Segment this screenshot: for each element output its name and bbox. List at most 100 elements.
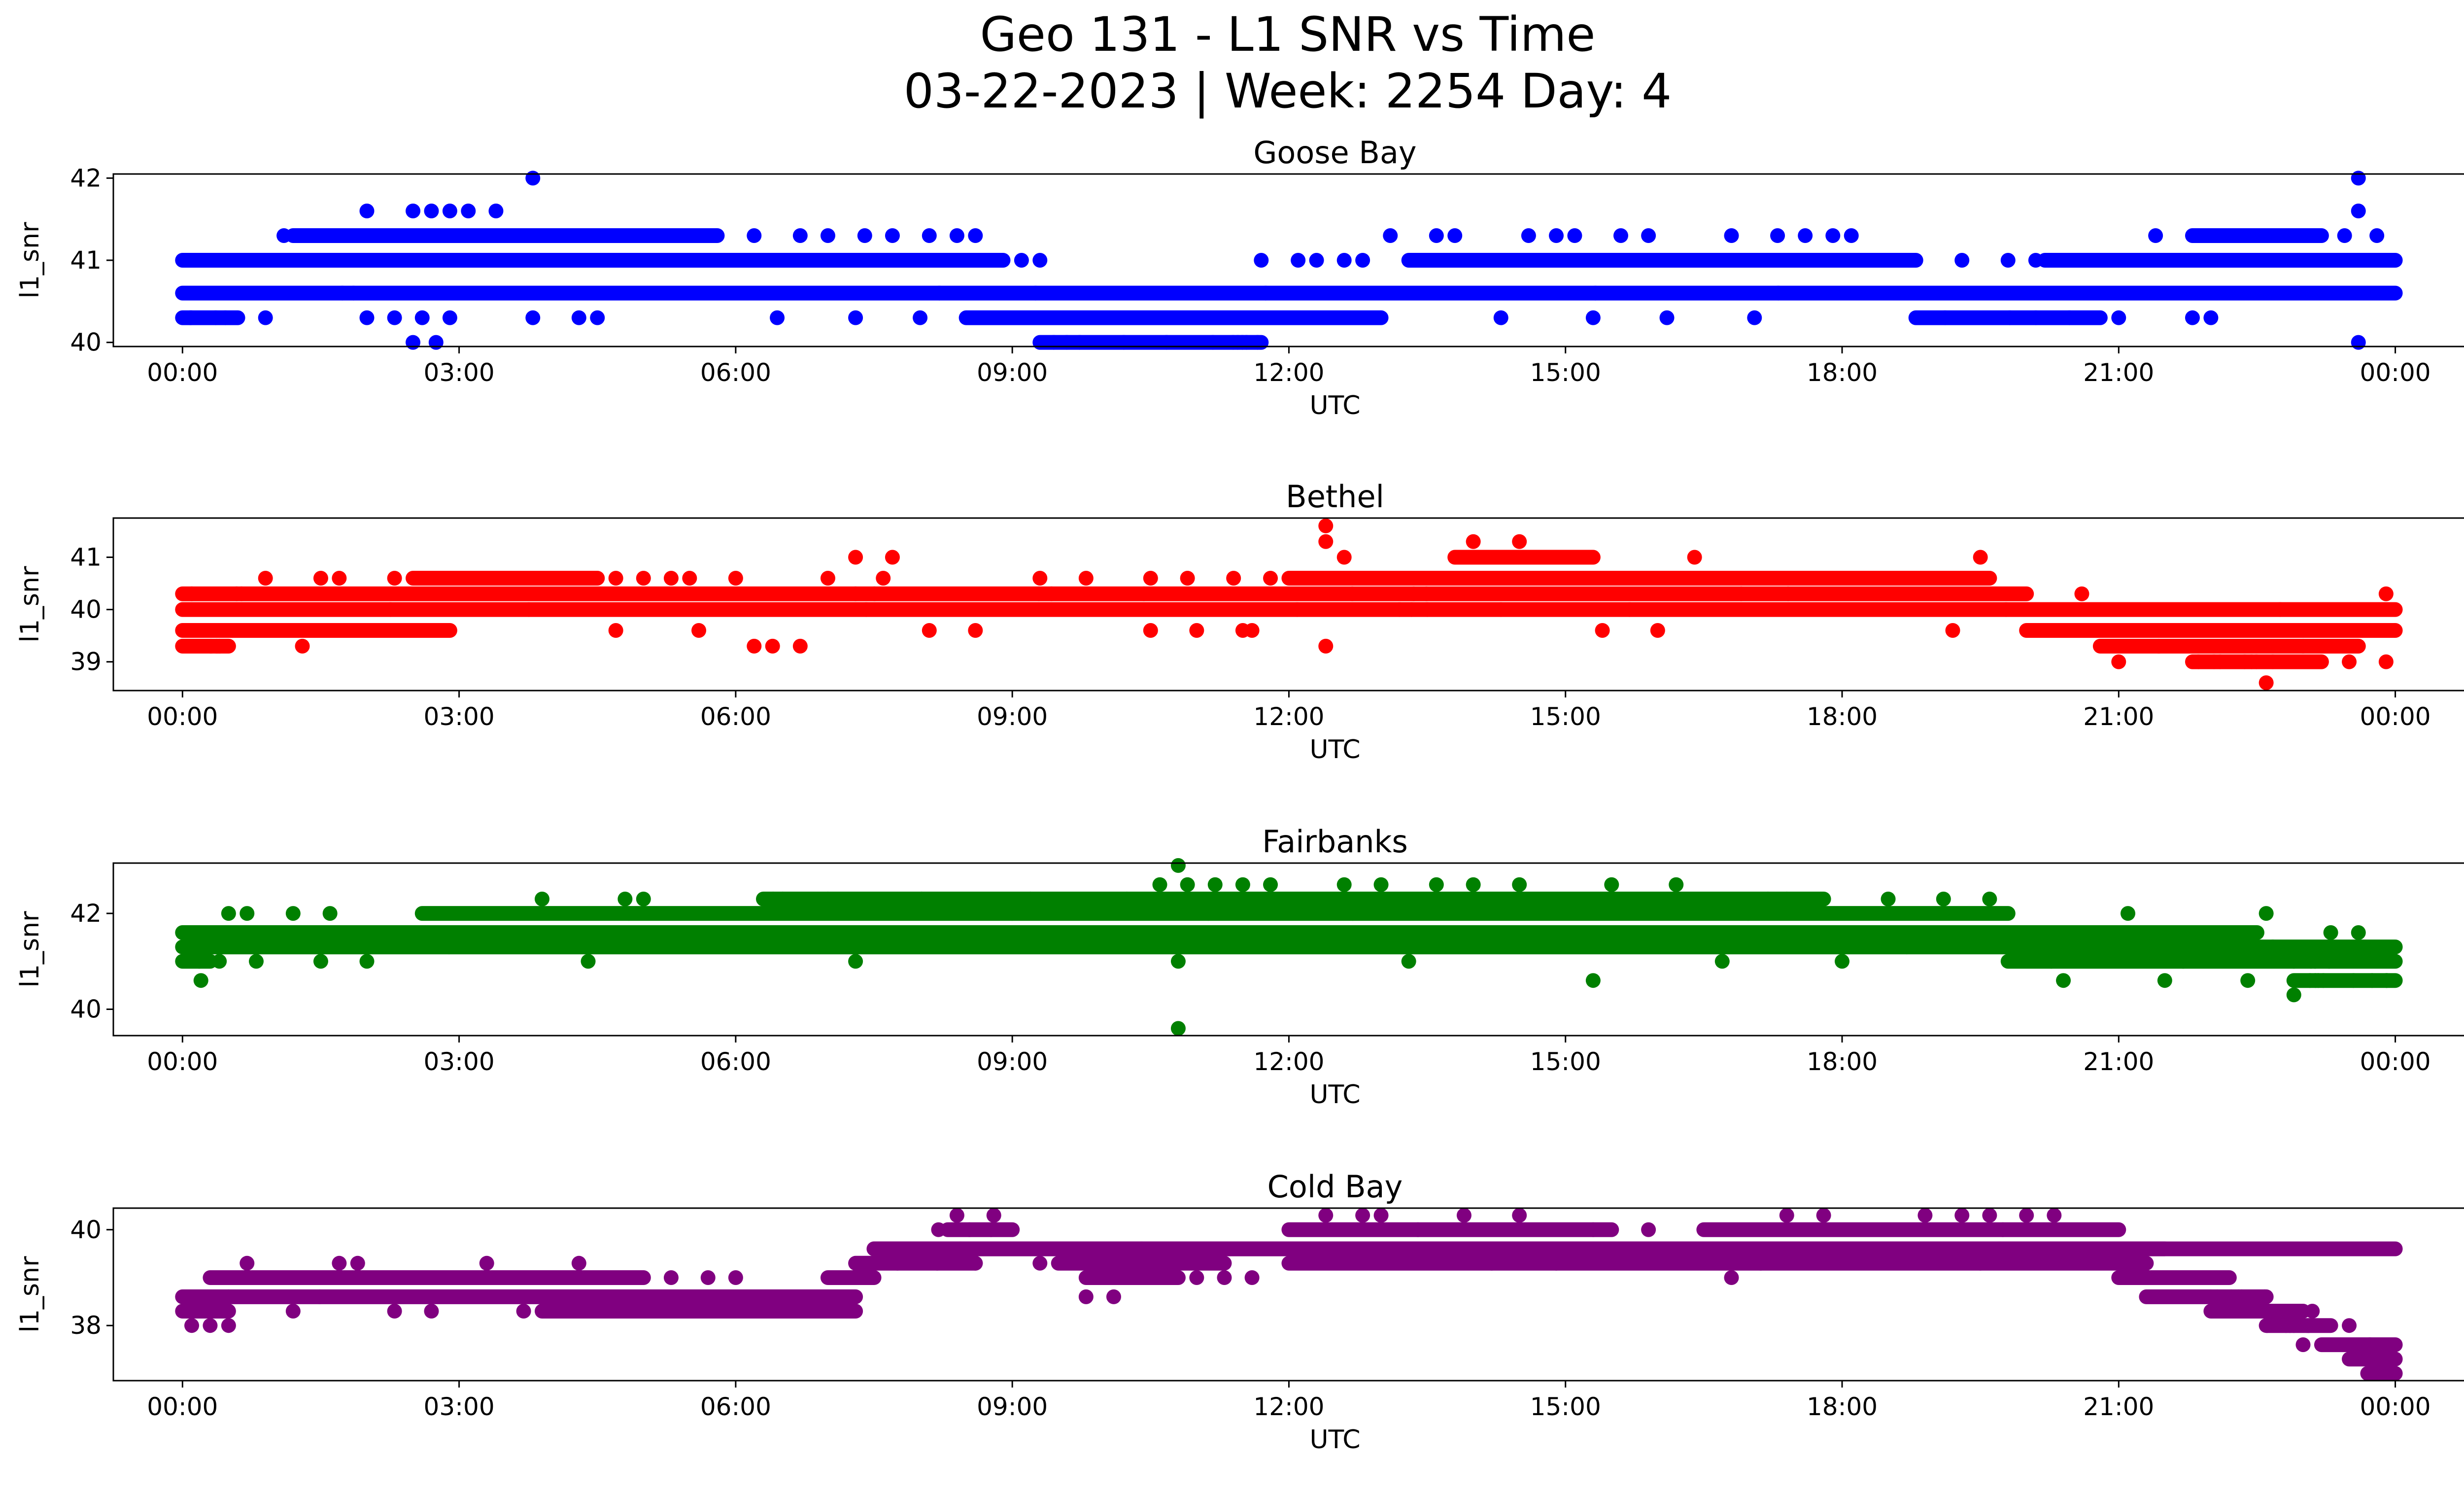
data-point <box>525 171 541 186</box>
data-point <box>1392 602 1407 617</box>
data-point <box>1641 1222 1656 1237</box>
data-point <box>1244 623 1260 638</box>
data-point <box>1592 570 1607 586</box>
x-tick-label: 09:00 <box>977 702 1048 731</box>
y-tick-label: 42 <box>70 164 102 192</box>
data-point <box>1143 570 1158 586</box>
data-point <box>1159 335 1174 350</box>
data-point <box>885 550 900 565</box>
data-point <box>660 228 676 243</box>
data-point <box>1290 602 1305 617</box>
data-point <box>534 891 549 906</box>
data-point <box>1753 1255 1768 1271</box>
data-point <box>820 228 835 243</box>
data-point <box>2121 906 2136 921</box>
data-point <box>1982 1208 1997 1223</box>
data-point <box>684 253 700 268</box>
data-point <box>608 623 623 638</box>
data-point <box>1995 1222 2011 1237</box>
data-point <box>1318 518 1334 533</box>
data-point <box>1106 1289 1121 1304</box>
data-point <box>2234 1304 2249 1319</box>
data-point <box>387 570 402 586</box>
data-point <box>2351 204 2366 218</box>
data-point <box>1585 973 1601 988</box>
data-point <box>299 253 314 268</box>
data-point <box>442 204 457 218</box>
data-point <box>984 1222 999 1237</box>
data-point <box>1420 602 1435 617</box>
y-tick-label: 40 <box>70 328 102 357</box>
x-tick-label: 00:00 <box>2360 702 2431 731</box>
data-point <box>1136 586 1152 601</box>
data-point <box>229 586 244 601</box>
data-point <box>2148 228 2163 243</box>
data-point <box>1434 925 1449 940</box>
data-point <box>1373 1208 1389 1223</box>
data-point <box>1078 570 1094 586</box>
data-point <box>691 623 707 638</box>
data-point <box>1355 1208 1370 1223</box>
data-point <box>1345 906 1360 921</box>
data-point <box>948 253 963 268</box>
data-point <box>1767 253 1782 268</box>
data-point <box>770 310 785 325</box>
data-point <box>1373 877 1389 892</box>
data-point <box>1429 228 1444 243</box>
data-point <box>406 204 421 218</box>
data-point <box>1180 877 1195 892</box>
data-point <box>1650 623 1665 638</box>
data-point <box>922 228 937 243</box>
data-point <box>2240 973 2256 988</box>
data-point <box>1512 877 1527 892</box>
data-point <box>885 228 900 243</box>
data-point <box>479 1255 494 1271</box>
data-point <box>914 891 929 906</box>
data-point <box>428 335 444 350</box>
data-point <box>1622 602 1637 617</box>
data-point <box>765 638 780 654</box>
data-point <box>617 891 633 906</box>
data-point <box>876 570 891 586</box>
data-point <box>1355 253 1370 268</box>
data-point <box>636 891 651 906</box>
data-point <box>2028 310 2044 325</box>
data-point <box>191 925 206 940</box>
data-point <box>2272 602 2288 617</box>
data-point <box>890 1255 905 1271</box>
data-point <box>2377 1352 2393 1367</box>
data-point <box>792 228 808 243</box>
x-tick-label: 12:00 <box>1253 1392 1324 1421</box>
data-point <box>193 973 208 988</box>
figure-title-line-1: Geo 131 - L1 SNR vs Time <box>980 7 1596 62</box>
data-point <box>608 570 623 586</box>
data-point <box>1506 891 1521 906</box>
data-point <box>2151 638 2166 654</box>
data-point <box>592 253 608 268</box>
x-tick-label: 00:00 <box>2360 358 2431 387</box>
data-point <box>1844 228 1859 243</box>
data-point <box>1244 1270 1260 1285</box>
data-point <box>1512 1208 1527 1223</box>
axes-frame <box>112 517 2464 692</box>
data-point <box>1263 570 1278 586</box>
data-point <box>2286 987 2301 1003</box>
data-point <box>1724 1270 1739 1285</box>
x-tick-label: 15:00 <box>1530 1392 1601 1421</box>
data-point <box>1613 228 1628 243</box>
x-tick-label: 00:00 <box>2360 1392 2431 1421</box>
data-point <box>1734 586 1749 601</box>
data-point <box>1881 891 1896 906</box>
x-axis-label: UTC <box>1309 391 1360 420</box>
data-point <box>728 570 743 586</box>
data-point <box>2379 973 2395 988</box>
data-point <box>1493 310 1508 325</box>
data-point <box>1780 586 1796 601</box>
x-tick-label: 15:00 <box>1530 358 1601 387</box>
data-point <box>792 638 808 654</box>
data-point <box>2295 1337 2311 1353</box>
data-point <box>621 906 637 921</box>
data-point <box>1585 310 1601 325</box>
data-point <box>1336 877 1352 892</box>
data-point <box>359 310 375 325</box>
